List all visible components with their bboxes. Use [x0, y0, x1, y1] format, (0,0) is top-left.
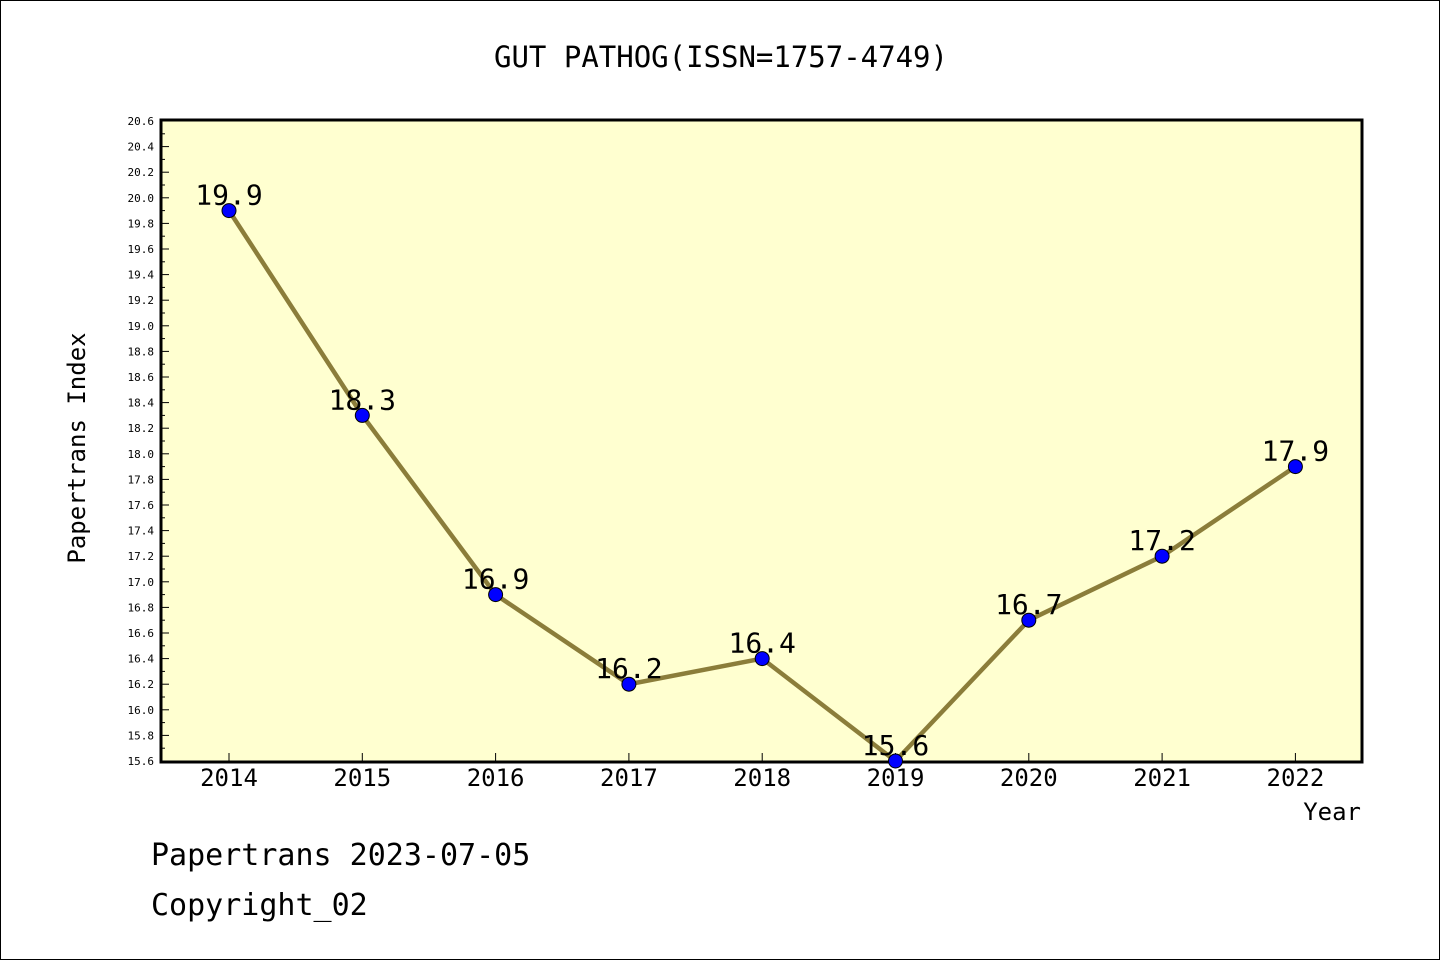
series-group	[221, 203, 1303, 769]
y-tick-label: 17.2	[128, 550, 155, 563]
data-point-marker	[888, 753, 903, 769]
y-tick-label: 20.6	[128, 115, 155, 128]
data-point-marker	[488, 587, 504, 603]
x-tick-label: 2014	[200, 764, 258, 792]
x-tick-label: 2017	[600, 764, 658, 792]
data-labels: 19.9 18.3 16.9 16.2 16.4 15.6 16.7 17.2 17.9	[195, 179, 1329, 762]
y-tick-label: 17.8	[128, 473, 155, 486]
y-tick-label: 18.2	[128, 422, 155, 435]
y-tick-label: 19.0	[128, 320, 155, 333]
data-point-marker	[1021, 612, 1037, 628]
x-tick-label: 2018	[733, 764, 791, 792]
data-label: 17.2	[1128, 524, 1195, 557]
y-tick-label: 18.4	[128, 397, 155, 410]
data-point-marker	[221, 203, 237, 219]
x-tick-label: 2020	[1000, 764, 1058, 792]
y-axis-label: Papertrans Index	[63, 332, 91, 563]
chart-title: GUT PATHOG(ISSN=1757-4749)	[494, 40, 948, 74]
y-tick-label: 17.4	[128, 525, 155, 538]
data-label: 16.7	[995, 588, 1062, 621]
y-tick-label: 18.6	[128, 371, 155, 384]
y-tick-label: 15.8	[128, 729, 155, 742]
y-tick-label: 17.6	[128, 499, 155, 512]
footer-copyright-text: Copyright_02	[151, 888, 368, 923]
y-tick-label: 19.8	[128, 217, 155, 230]
data-label: 18.3	[329, 383, 396, 416]
y-tick-label: 20.2	[128, 166, 155, 179]
x-tick-label: 2016	[467, 764, 525, 792]
x-axis: 2014 2015 2016 2017 2018 2019 2020 2021 2022	[200, 753, 1324, 792]
y-tick-label: 16.0	[128, 704, 155, 717]
y-tick-label: 19.2	[128, 294, 155, 307]
x-tick-label: 2022	[1267, 764, 1325, 792]
footer-date-text: Papertrans 2023-07-05	[151, 838, 530, 873]
y-tick-label: 16.2	[128, 678, 155, 691]
y-axis: 15.6 15.8 16.0 16.2 16.4 16.6 16.8 17.0 17.2 17.4…	[128, 115, 169, 768]
y-tick-label: 19.6	[128, 243, 155, 256]
data-point-marker	[1154, 548, 1170, 564]
x-tick-label: 2015	[333, 764, 391, 792]
x-tick-label: 2019	[867, 764, 925, 792]
y-tick-label: 16.8	[128, 601, 155, 614]
y-tick-label: 20.4	[128, 141, 155, 154]
y-tick-label: 16.4	[128, 653, 155, 666]
data-label: 16.4	[728, 627, 795, 660]
data-point-marker	[621, 676, 637, 692]
data-label: 19.9	[195, 179, 262, 212]
y-tick-label: 18.8	[128, 345, 155, 358]
y-tick-label: 15.6	[128, 755, 155, 768]
data-point-marker	[754, 651, 770, 667]
data-label: 15.6	[862, 729, 929, 762]
y-tick-label: 18.0	[128, 448, 155, 461]
x-axis-label: Year	[1303, 798, 1361, 826]
data-point-marker	[1287, 459, 1303, 475]
data-label: 16.2	[595, 652, 662, 685]
y-tick-label: 16.6	[128, 627, 155, 640]
data-point-marker	[354, 407, 370, 423]
y-tick-label: 20.0	[128, 192, 155, 205]
y-tick-label: 19.4	[128, 269, 155, 282]
x-tick-label: 2021	[1133, 764, 1191, 792]
data-label: 16.9	[462, 563, 529, 596]
data-label: 17.9	[1262, 435, 1329, 468]
y-tick-label: 17.0	[128, 576, 155, 589]
